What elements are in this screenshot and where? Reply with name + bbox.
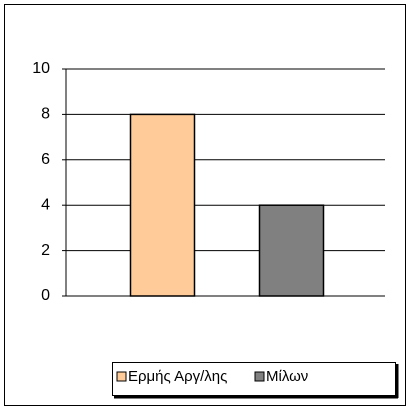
y-tick-label: 4 <box>41 196 50 213</box>
y-tick-label: 6 <box>41 151 50 168</box>
legend-swatch <box>116 371 127 382</box>
bar <box>258 204 325 297</box>
legend-swatch <box>254 371 265 382</box>
y-tick-label: 8 <box>41 106 50 123</box>
y-tick-label: 0 <box>41 287 50 304</box>
legend-label: Ερμής Αργ/λης <box>128 368 227 385</box>
legend-box <box>112 362 396 396</box>
y-tick-label: 2 <box>41 242 50 259</box>
bar <box>129 113 196 297</box>
legend-label: Μίλων <box>266 368 308 385</box>
y-tick-label: 10 <box>32 60 50 77</box>
